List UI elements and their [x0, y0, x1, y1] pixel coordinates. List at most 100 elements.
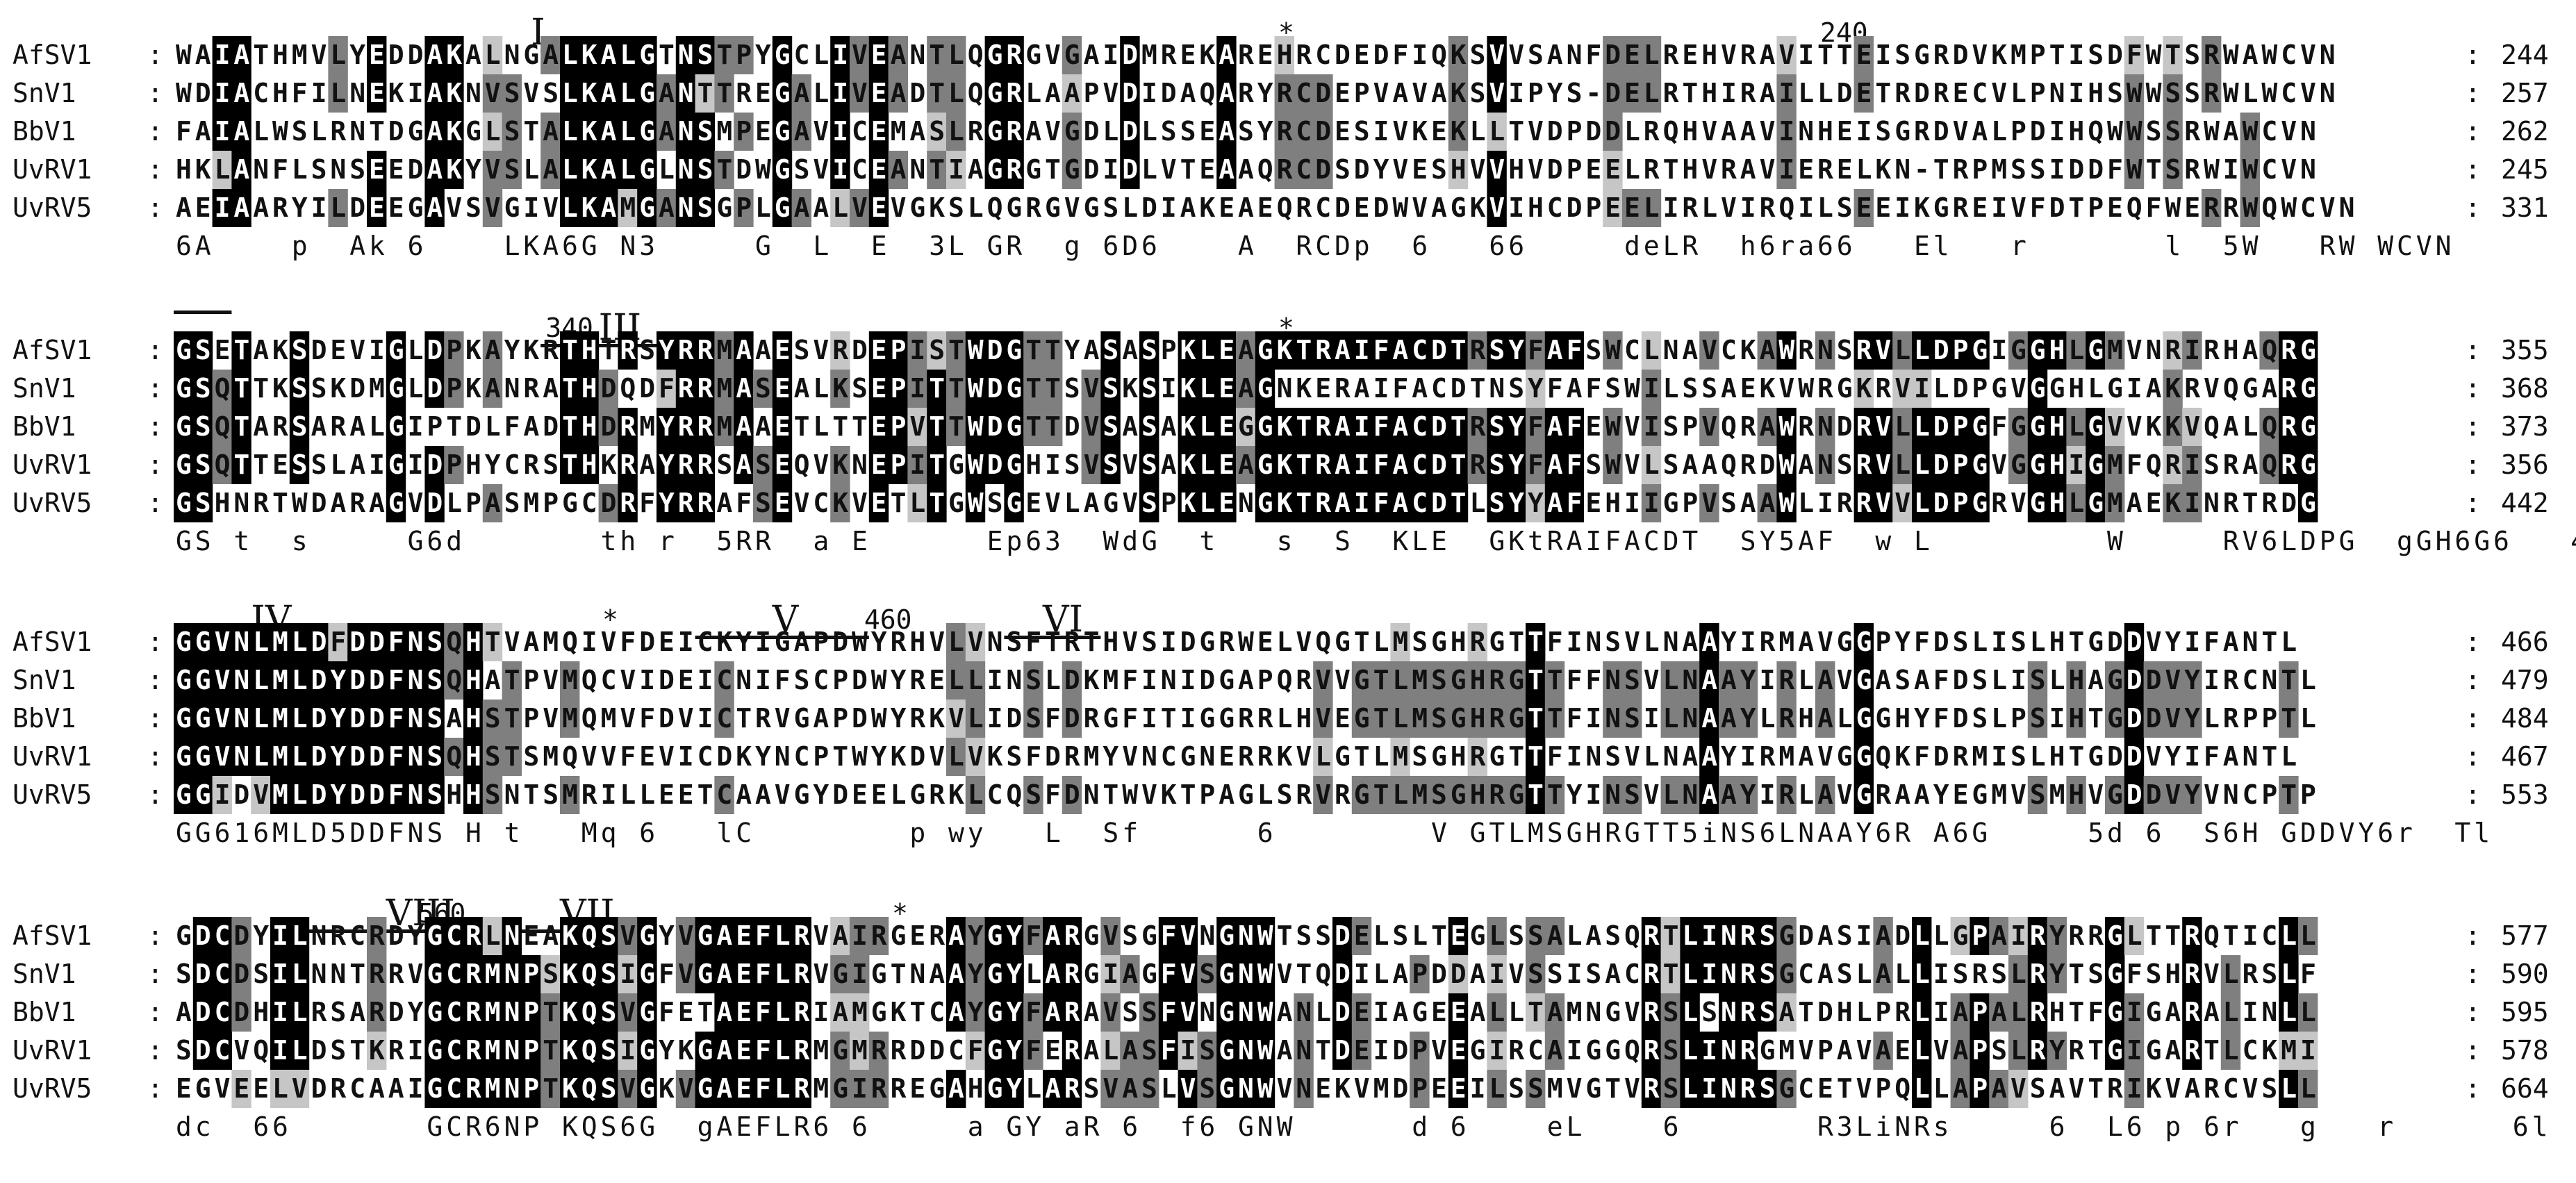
residue-shade	[657, 189, 677, 227]
name-separator: :	[147, 373, 163, 404]
count-separator: :	[2465, 116, 2481, 147]
sequence-name: BbV1	[13, 411, 76, 442]
name-separator: :	[147, 703, 163, 734]
residue-shade	[1448, 36, 1469, 74]
sequence-name: AfSV1	[13, 920, 92, 951]
residue-shade	[231, 36, 251, 74]
residue-shade	[1274, 151, 1294, 189]
sequence-name: BbV1	[13, 116, 76, 147]
residue-shade	[830, 36, 850, 74]
residue-shade	[1120, 113, 1140, 151]
residue-shade	[675, 113, 696, 151]
residue-shade	[367, 74, 387, 113]
residue-shade	[675, 151, 696, 189]
count-separator: :	[2465, 373, 2481, 404]
residue-shade	[1120, 151, 1140, 189]
residue-shade	[502, 74, 522, 113]
count-separator: :	[2465, 192, 2481, 223]
residue-shade	[1776, 74, 1797, 113]
residue-shade	[231, 151, 251, 189]
residue-shade	[927, 151, 947, 189]
residue-shade	[637, 74, 657, 113]
residue-shade	[579, 74, 600, 113]
residue-shade	[482, 74, 503, 113]
residue-shade	[328, 189, 348, 227]
residue-position-count: 467	[2501, 741, 2549, 772]
residue-shade	[598, 189, 618, 227]
residue-shade	[1216, 113, 1237, 151]
residue-position-count: 466	[2501, 627, 2549, 657]
residue-shade	[888, 74, 908, 113]
residue-position-count: 355	[2501, 335, 2549, 365]
residue-shade	[231, 189, 251, 227]
residue-shade	[579, 113, 600, 151]
residue-shade	[1487, 74, 1507, 113]
residue-shade	[1062, 113, 1082, 151]
residue-shade	[482, 36, 503, 74]
count-separator: :	[2465, 1035, 2481, 1066]
residue-position-count: 368	[2501, 373, 2549, 404]
name-separator: :	[147, 78, 163, 108]
residue-position-count: 244	[2501, 40, 2549, 70]
residue-shade	[1641, 189, 1662, 227]
residue-shade	[1603, 151, 1623, 189]
name-separator: :	[147, 411, 163, 442]
residue-shade	[579, 189, 600, 227]
residue-shade	[984, 151, 1005, 189]
motif-bar-continuation	[174, 311, 232, 314]
residue-shade	[714, 151, 734, 189]
residue-shade	[695, 74, 715, 113]
residue-shade	[1004, 36, 1024, 74]
residue-shade	[618, 36, 638, 74]
sequence-name: BbV1	[13, 997, 76, 1027]
name-separator: :	[147, 449, 163, 480]
sequence-name: SnV1	[13, 373, 76, 404]
name-separator: :	[147, 40, 163, 70]
residue-shade	[598, 151, 618, 189]
residue-shade	[695, 36, 715, 74]
count-separator: :	[2465, 411, 2481, 442]
residue-shade	[927, 113, 947, 151]
residue-shade	[675, 36, 696, 74]
sequence-name: UvRV5	[13, 488, 92, 518]
residue-shade	[791, 189, 811, 227]
residue-shade	[1274, 74, 1294, 113]
sequence-name: UvRV1	[13, 449, 92, 480]
residue-shade	[1274, 113, 1294, 151]
residue-shade	[946, 151, 966, 189]
residue-shade	[946, 113, 966, 151]
residue-shade	[850, 74, 870, 113]
residue-shade	[637, 36, 657, 74]
residue-shade	[579, 151, 600, 189]
residue-shade	[657, 74, 677, 113]
sequence-name: UvRV5	[13, 192, 92, 223]
residue-shade	[1313, 151, 1333, 189]
residue-shade	[424, 151, 445, 189]
residue-shade	[212, 189, 232, 227]
residue-shade	[714, 74, 734, 113]
residue-shade	[618, 113, 638, 151]
residue-shade	[675, 189, 696, 227]
residue-shade	[657, 113, 677, 151]
residue-shade	[868, 151, 889, 189]
residue-shade	[850, 36, 870, 74]
name-separator: :	[147, 1073, 163, 1104]
residue-shade	[560, 189, 580, 227]
residue-shade	[367, 36, 387, 74]
residue-shade	[1603, 74, 1623, 113]
residue-shade	[560, 151, 580, 189]
residue-shade	[1004, 113, 1024, 151]
residue-shade	[888, 36, 908, 74]
residue-position-count: 257	[2501, 78, 2549, 108]
residue-shade	[1776, 113, 1797, 151]
residue-shade	[560, 36, 580, 74]
residue-shade	[1622, 36, 1642, 74]
residue-shade	[1062, 36, 1082, 74]
residue-position-count: 577	[2501, 920, 2549, 951]
